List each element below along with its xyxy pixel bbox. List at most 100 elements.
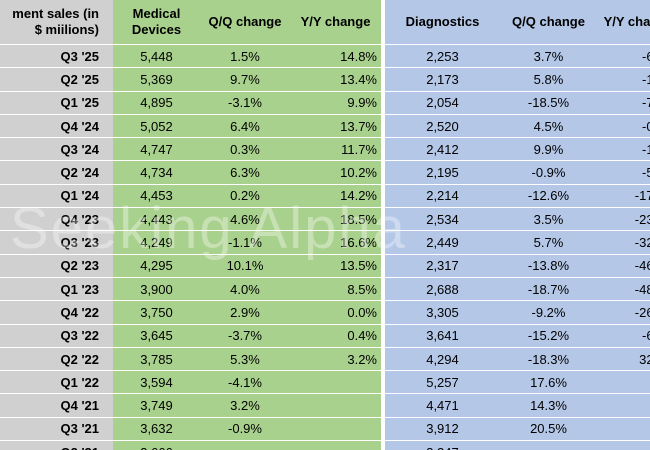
cell: 2,054 — [385, 91, 500, 115]
separator — [381, 137, 385, 161]
cell: -46.0% — [597, 254, 650, 278]
cell: -3.7% — [200, 324, 290, 348]
separator — [381, 347, 385, 371]
separator — [381, 114, 385, 138]
row-label: Q2 '24 — [0, 160, 113, 185]
separator — [381, 0, 385, 45]
cell: -12.6% — [500, 184, 597, 209]
cell: 20.5% — [500, 417, 597, 442]
table-row: Q1 '254,895-3.1%9.9%2,054-18.5%-7.2% — [0, 91, 650, 115]
cell: -18.3% — [500, 347, 597, 372]
cell: 2,534 — [385, 207, 500, 232]
cell: 16.6% — [290, 230, 381, 255]
separator — [381, 370, 385, 394]
separator — [381, 324, 385, 348]
cell: -17.6% — [597, 184, 650, 209]
separator — [381, 44, 385, 68]
cell: 5.3% — [200, 347, 290, 372]
cell: 3,749 — [113, 393, 200, 418]
column-header: Diagnostics — [385, 0, 500, 45]
column-header: ment sales (in $ miilions) — [0, 0, 113, 45]
cell: -0.9% — [200, 417, 290, 442]
cell: -0.6% — [597, 114, 650, 139]
cell — [290, 417, 381, 442]
cell: 13.7% — [290, 114, 381, 139]
cell: -23.3% — [597, 207, 650, 232]
cell: 3,785 — [113, 347, 200, 372]
row-label: Q2 '25 — [0, 67, 113, 92]
table-row: Q3 '223,645-3.7%0.4%3,641-15.2%-6.9% — [0, 324, 650, 348]
cell: 4.0% — [200, 277, 290, 302]
cell: -48.9% — [597, 277, 650, 302]
cell: 5,257 — [385, 370, 500, 395]
cell: 3.5% — [500, 207, 597, 232]
separator — [381, 160, 385, 185]
row-label: Q3 '24 — [0, 137, 113, 162]
cell: 3.7% — [500, 44, 597, 69]
cell: 3,594 — [113, 370, 200, 395]
cell: -15.2% — [500, 324, 597, 348]
cell: -6.9% — [597, 324, 650, 348]
row-label: Q3 '25 — [0, 44, 113, 69]
cell: 5,369 — [113, 67, 200, 92]
cell: 0.0% — [290, 300, 381, 325]
row-label: Q1 '23 — [0, 277, 113, 302]
cell: 17.6% — [500, 370, 597, 395]
cell: 2,214 — [385, 184, 500, 209]
cell: 0.2% — [200, 184, 290, 209]
column-header: Y/Y change — [290, 0, 381, 45]
cell: 5,448 — [113, 44, 200, 69]
row-label: Q1 '25 — [0, 91, 113, 115]
cell: 4.5% — [500, 114, 597, 139]
table-row: Q2 '213,666 3,247 — [0, 440, 650, 450]
cell: 3.2% — [290, 347, 381, 372]
cell: 4,294 — [385, 347, 500, 372]
cell — [500, 440, 597, 450]
cell: 9.7% — [200, 67, 290, 92]
cell: 3,305 — [385, 300, 500, 325]
cell: 5.8% — [500, 67, 597, 92]
cell: 2,688 — [385, 277, 500, 302]
row-label: Q1 '24 — [0, 184, 113, 209]
cell — [200, 440, 290, 450]
cell — [597, 440, 650, 450]
table-row: Q3 '21 3,632 -0.9% 3,912 20.5% — [0, 417, 650, 442]
cell: 2,253 — [385, 44, 500, 69]
separator — [381, 230, 385, 255]
cell: 0.3% — [200, 137, 290, 162]
row-label: Q4 '24 — [0, 114, 113, 139]
cell: -4.1% — [200, 370, 290, 395]
separator — [381, 417, 385, 441]
row-label: Q1 '22 — [0, 370, 113, 395]
cell: 3,900 — [113, 277, 200, 302]
cell: 3,750 — [113, 300, 200, 325]
cell — [290, 440, 381, 450]
cell: 4,249 — [113, 230, 200, 255]
table-row: Q1 '22 3,594 -4.1% 5,257 17.6% — [0, 370, 650, 395]
column-header: Q/Q change — [200, 0, 290, 45]
row-label: Q3 '21 — [0, 417, 113, 442]
cell — [597, 370, 650, 395]
cell: 10.1% — [200, 254, 290, 278]
separator — [381, 277, 385, 301]
row-label: Q4 '21 — [0, 393, 113, 418]
cell: -6.6% — [597, 44, 650, 69]
cell: -1.5% — [597, 137, 650, 162]
cell — [597, 393, 650, 418]
table-row: Q4 '21 3,749 3.2% 4,471 14.3% — [0, 393, 650, 418]
cell: 3,632 — [113, 417, 200, 442]
cell: 2,173 — [385, 67, 500, 92]
cell: -26.1% — [597, 300, 650, 325]
cell: 13.5% — [290, 254, 381, 278]
cell: 18.5% — [290, 207, 381, 232]
